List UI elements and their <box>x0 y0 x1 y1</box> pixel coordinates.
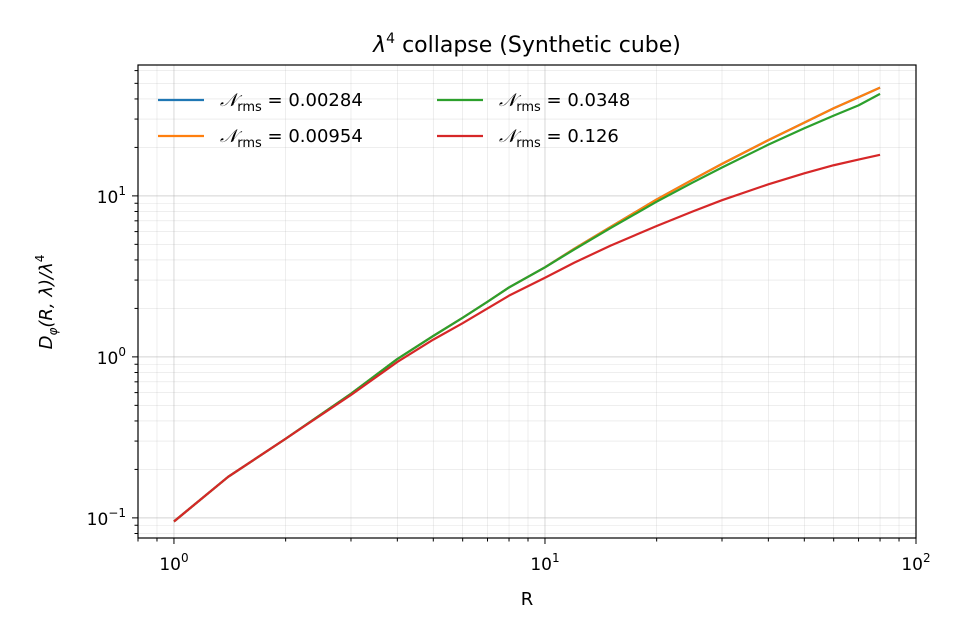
y-tick-label: 101 <box>97 184 126 208</box>
x-axis-label: R <box>521 589 534 610</box>
plot-frame <box>137 64 917 539</box>
series-line-3 <box>173 153 881 523</box>
y-tick-label: 10−1 <box>87 506 126 530</box>
chart-title: λ4 collapse (Synthetic cube) <box>372 31 681 58</box>
ticks: 100 101 102 10−1 100 101 <box>87 70 931 575</box>
x-tick-label: 102 <box>901 551 930 575</box>
series-line-2 <box>173 92 881 523</box>
legend-label: 𝒩rms = 0.00954 <box>220 126 363 151</box>
y-axis-label: Dφ(R, λ)/λ4 <box>33 255 60 350</box>
x-tick-label: 101 <box>530 551 559 575</box>
y-tick-label: 100 <box>97 345 126 369</box>
series-layer <box>173 86 881 523</box>
x-tick-label: 100 <box>159 551 188 575</box>
grid <box>137 65 917 538</box>
